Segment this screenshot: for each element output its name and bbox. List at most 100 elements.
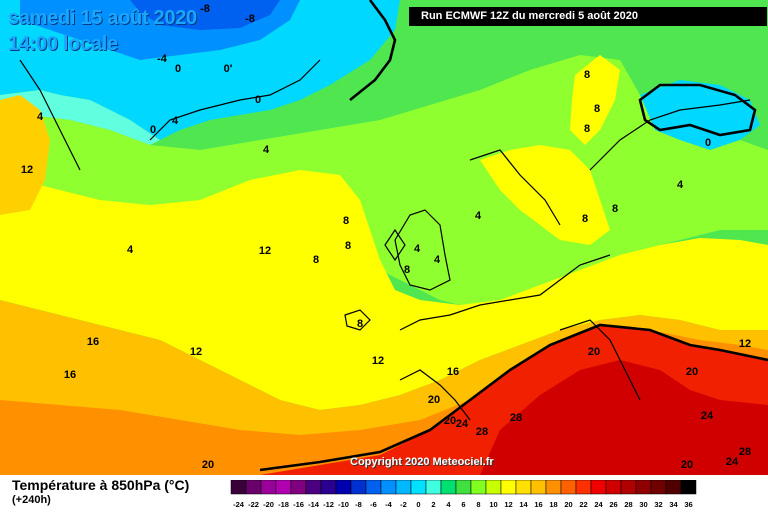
legend-swatch <box>650 480 667 495</box>
legend-title: Température à 850hPa (°C) <box>12 477 190 493</box>
isotherm-label: -8 <box>245 13 255 25</box>
legend-tick-label: -24 <box>233 500 245 509</box>
legend-swatch <box>350 480 367 495</box>
legend-tick-label: -6 <box>370 500 377 509</box>
legend-swatch <box>530 480 547 495</box>
legend-tick-label: 26 <box>609 500 617 509</box>
legend-swatch <box>245 480 262 495</box>
legend-swatch <box>440 480 457 495</box>
legend-swatch <box>335 480 352 495</box>
legend-swatch <box>635 480 652 495</box>
legend-swatch <box>305 480 322 495</box>
legend-tick-label: 22 <box>579 500 587 509</box>
legend-swatch <box>275 480 292 495</box>
legend-tick-label: 10 <box>489 500 497 509</box>
legend-tick-label: 0 <box>416 500 420 509</box>
temperature-map: -8-8-40 0'0044441212888844481216161216202… <box>0 0 768 475</box>
legend-tick-label: 30 <box>639 500 647 509</box>
legend-tick-label: -16 <box>293 500 304 509</box>
isotherm-label: 12 <box>21 164 33 176</box>
legend-tick-label: 28 <box>624 500 632 509</box>
legend-tick-label: -12 <box>323 500 334 509</box>
isotherm-label: -4 <box>157 53 168 65</box>
legend-tick-label: 16 <box>534 500 542 509</box>
isotherm-label: 8 <box>313 254 319 266</box>
legend-swatch <box>665 480 682 495</box>
isotherm-label: 20 <box>428 394 440 406</box>
legend-swatch <box>545 480 562 495</box>
zone-greenland-deep <box>130 0 280 30</box>
isotherm-label: 8 <box>584 123 590 135</box>
coastlines <box>19 59 751 421</box>
legend-swatch <box>380 480 397 495</box>
isotherm-label: 0 <box>175 63 181 75</box>
legend-swatch <box>515 480 532 495</box>
legend-tick-label: 18 <box>549 500 557 509</box>
isotherm-label: 20 <box>681 459 693 471</box>
isotherm-label: 8 <box>582 213 588 225</box>
isotherm-label: 20 <box>444 415 456 427</box>
isotherm-label: 16 <box>447 366 459 378</box>
legend-swatch <box>620 480 637 495</box>
isotherm-label: 4 <box>37 111 44 123</box>
run-info-banner: Run ECMWF 12Z du mercredi 5 août 2020 <box>409 7 767 26</box>
legend-swatch <box>575 480 592 495</box>
legend-swatch <box>410 480 427 495</box>
legend-tick-label: 6 <box>461 500 465 509</box>
isotherm-label: 8 <box>594 103 600 115</box>
legend-tick-label: 4 <box>446 500 451 509</box>
legend-tick-label: -10 <box>338 500 349 509</box>
forecast-time: 14:00 locale <box>8 33 118 55</box>
isotherm-label: 20 <box>686 366 698 378</box>
isotherm-label: 4 <box>172 115 179 127</box>
legend-tick-label: -18 <box>278 500 289 509</box>
isotherm-label: 8 <box>404 264 410 276</box>
isotherm-label: 28 <box>739 446 751 458</box>
isotherm-label: -8 <box>200 3 210 15</box>
isotherm-label: 12 <box>739 338 751 350</box>
legend-swatch <box>485 480 502 495</box>
isotherm-label: 0 <box>705 137 711 149</box>
zone-greenland-light <box>0 90 160 145</box>
legend-swatch <box>560 480 577 495</box>
isotherm-label: 20 <box>202 459 214 471</box>
legend-swatch <box>230 480 247 495</box>
legend-tick-label: 24 <box>594 500 603 509</box>
legend-swatch <box>680 480 697 495</box>
legend-tick-label: 2 <box>431 500 435 509</box>
legend-tick-label: -4 <box>385 500 392 509</box>
isotherm-label: 4 <box>127 244 134 256</box>
legend-swatch <box>605 480 622 495</box>
isotherm-label: 12 <box>259 245 271 257</box>
isotherm-labels: -8-8-40 0'0044441212888844481216161216202… <box>21 3 751 471</box>
legend-tick-label: -2 <box>400 500 407 509</box>
isotherm-label: 28 <box>476 426 488 438</box>
isotherm-label: 24 <box>456 418 469 430</box>
isotherm-label: 16 <box>87 336 99 348</box>
isotherm-label: 12 <box>190 346 202 358</box>
zone-mediterranean-darkred <box>480 360 768 475</box>
legend-swatch <box>260 480 277 495</box>
isotherm-label: 8 <box>343 215 349 227</box>
isotherm-label: 4 <box>263 144 270 156</box>
isotherm-label: 0 <box>150 124 156 136</box>
legend-swatch <box>290 480 307 495</box>
isotherm-label: 4 <box>434 254 441 266</box>
isotherm-label: 8 <box>357 318 363 330</box>
zone-norway-yellow <box>570 55 620 145</box>
legend-tick-label: 36 <box>684 500 692 509</box>
isotherm-label: 8 <box>345 240 351 252</box>
legend-swatch <box>320 480 337 495</box>
legend-swatch <box>395 480 412 495</box>
isotherm-label: 0' <box>224 63 233 75</box>
legend-tick-label: 20 <box>564 500 572 509</box>
legend-tick-label: -14 <box>308 500 320 509</box>
forecast-date: samedi 15 août 2020 <box>8 7 197 29</box>
isotherm-label: 16 <box>64 369 76 381</box>
isotherm-label: 24 <box>726 456 739 468</box>
legend-swatch <box>470 480 487 495</box>
zone-atlantic-yellow <box>0 170 768 410</box>
copyright-text: Copyright 2020 Meteociel.fr <box>350 456 494 468</box>
isotherm-label: 0 <box>255 94 261 106</box>
legend-tick-label: 14 <box>519 500 528 509</box>
